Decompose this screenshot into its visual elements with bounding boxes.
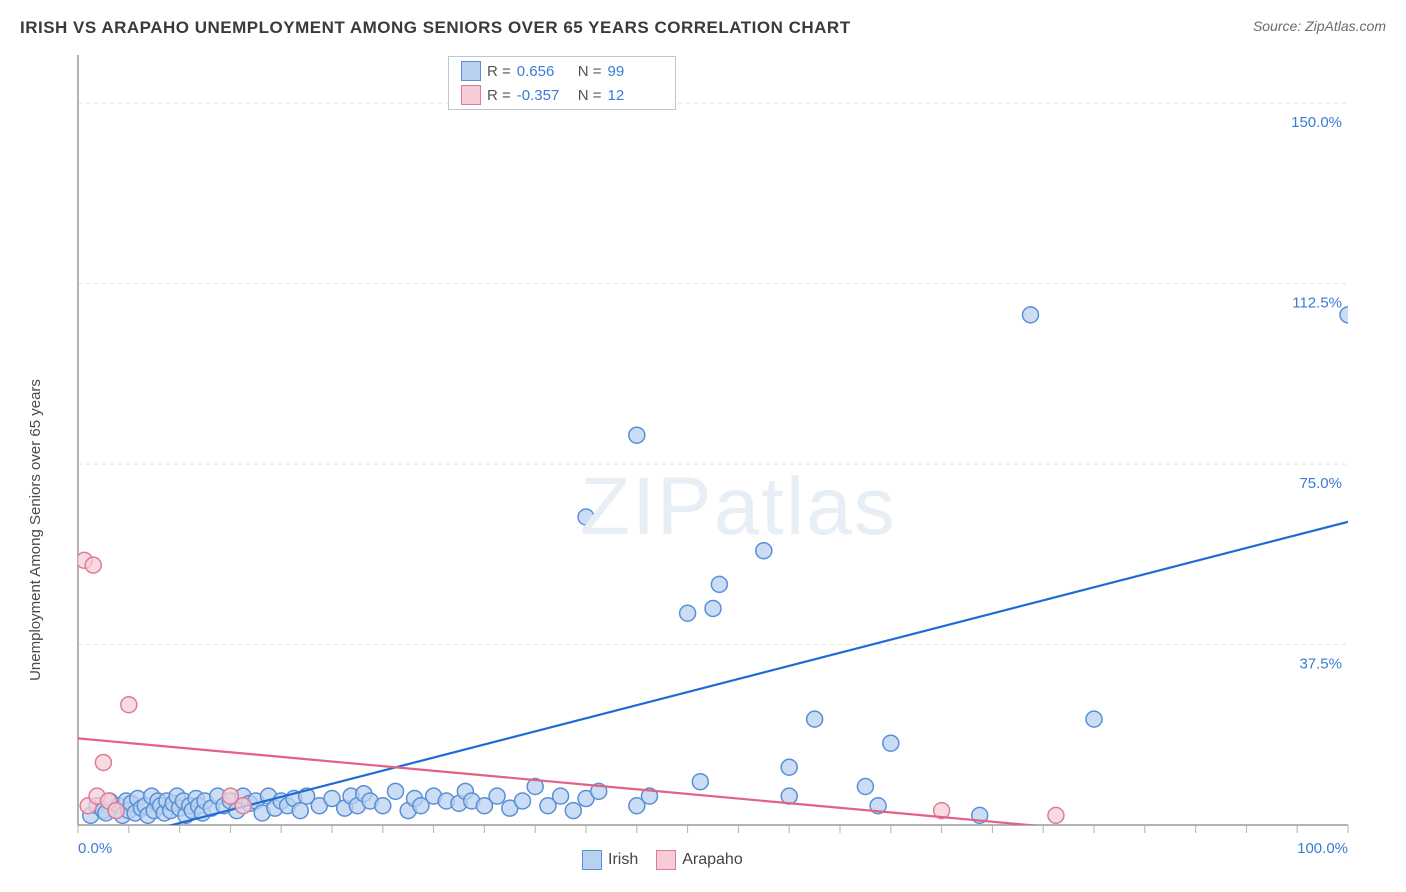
source-link[interactable]: ZipAtlas.com	[1305, 18, 1386, 34]
stats-legend-row-0: R = 0.656 N = 99	[449, 59, 675, 83]
n-value-0: 99	[608, 63, 663, 80]
r-label-1: R =	[487, 87, 511, 104]
svg-text:112.5%: 112.5%	[1292, 295, 1342, 312]
svg-text:150.0%: 150.0%	[1291, 114, 1342, 131]
chart-svg: 37.5% 75.0% 112.5% 150.0% 0.0% 100.0% Unemploy…	[20, 50, 1386, 870]
legend-swatch-irish-icon	[582, 850, 602, 870]
legend-swatch-arapaho	[461, 85, 481, 105]
stats-legend-row-1: R = -0.357 N = 12	[449, 83, 675, 107]
series-legend-label-arapaho: Arapaho	[682, 851, 743, 869]
svg-text:75.0%: 75.0%	[1299, 475, 1342, 492]
r-value-0: 0.656	[517, 63, 572, 80]
legend-swatch-arapaho-icon	[656, 850, 676, 870]
svg-text:37.5%: 37.5%	[1299, 656, 1342, 673]
svg-text:Unemployment Among Seniors ove: Unemployment Among Seniors over 65 years	[27, 379, 44, 681]
series-legend-item-arapaho[interactable]: Arapaho	[656, 850, 743, 870]
r-label-0: R =	[487, 63, 511, 80]
chart-title: IRISH VS ARAPAHO UNEMPLOYMENT AMONG SENI…	[20, 18, 851, 38]
source-prefix: Source:	[1253, 18, 1305, 34]
header-row: IRISH VS ARAPAHO UNEMPLOYMENT AMONG SENI…	[0, 0, 1406, 46]
svg-text:100.0%: 100.0%	[1297, 840, 1348, 857]
n-label-0: N =	[578, 63, 602, 80]
series-legend-label-irish: Irish	[608, 851, 638, 869]
chart-container: ZIPatlas 37.5%75.0%112.5%150.0%0.0%100.0…	[20, 50, 1386, 870]
series-legend-item-irish[interactable]: Irish	[582, 850, 638, 870]
n-value-1: 12	[608, 87, 663, 104]
svg-text:0.0%: 0.0%	[78, 840, 112, 857]
n-label-1: N =	[578, 87, 602, 104]
series-legend: Irish Arapaho	[582, 850, 743, 870]
stats-legend: R = 0.656 N = 99 R = -0.357 N = 12	[448, 56, 676, 110]
r-value-1: -0.357	[517, 87, 572, 104]
source-text: Source: ZipAtlas.com	[1253, 18, 1386, 34]
legend-swatch-irish	[461, 61, 481, 81]
